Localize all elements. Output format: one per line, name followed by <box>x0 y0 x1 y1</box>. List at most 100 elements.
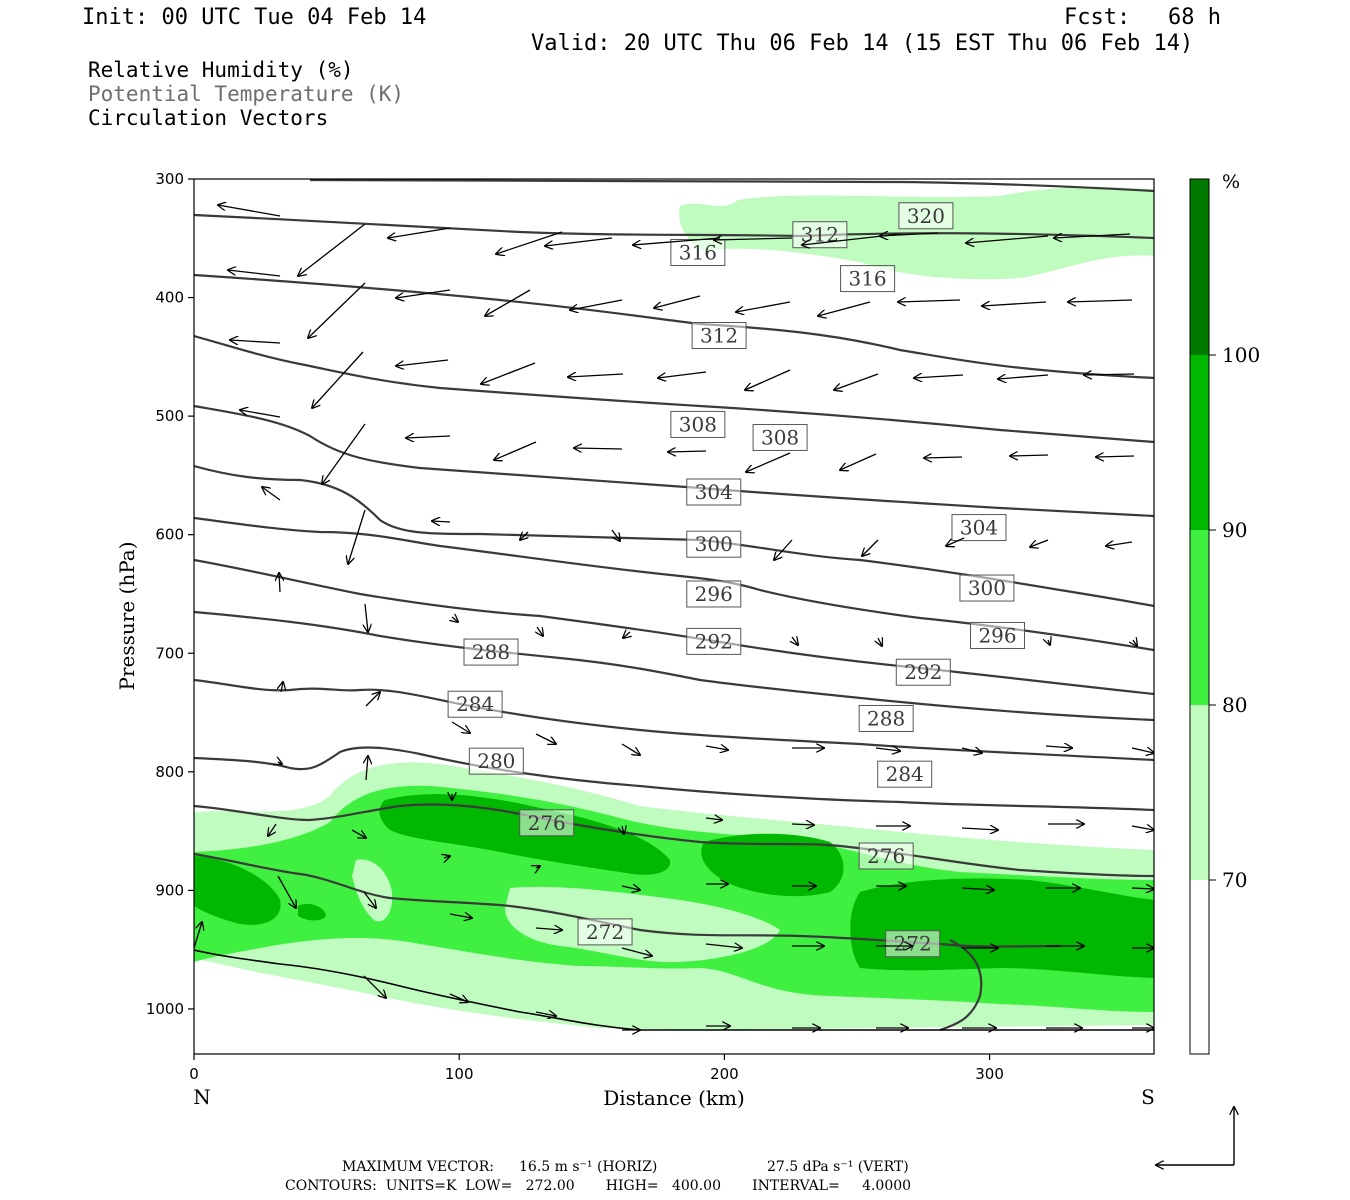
vector <box>268 823 277 836</box>
vector <box>520 532 528 540</box>
svg-text:316: 316 <box>679 241 717 265</box>
contour-label: 304 <box>951 514 1007 542</box>
vector <box>281 682 283 693</box>
contour-label: 276 <box>519 809 575 837</box>
vector <box>966 235 1049 243</box>
svg-text:292: 292 <box>904 660 942 684</box>
vector <box>449 993 468 1002</box>
vector <box>840 453 877 470</box>
x-tick-label: 0 <box>189 1065 199 1083</box>
axis-ticks <box>188 178 991 1060</box>
vector <box>946 537 965 546</box>
footer-max-vector-label: MAXIMUM VECTOR: <box>342 1159 494 1175</box>
svg-text:292: 292 <box>695 629 733 653</box>
vector <box>1045 746 1072 748</box>
vector <box>574 448 623 449</box>
y-tick-label: 700 <box>155 644 184 662</box>
vector <box>1133 640 1137 646</box>
vector <box>818 301 871 316</box>
vector <box>432 521 451 522</box>
vector <box>535 733 556 744</box>
plot-frame <box>193 178 1155 1055</box>
vector <box>449 914 472 918</box>
vector <box>880 233 939 236</box>
contour-label: 300 <box>959 574 1015 602</box>
theta-contour-284 <box>194 746 1154 812</box>
vector <box>396 289 451 298</box>
south-end-label: S <box>1141 1085 1155 1109</box>
valid-time: Valid: 20 UTC Thu 06 Feb 14 (15 EST Thu … <box>531 31 1194 56</box>
vector <box>568 374 624 377</box>
vector <box>240 410 281 418</box>
reference-vector <box>1156 1107 1234 1165</box>
contour-label: 296 <box>970 621 1026 649</box>
theta-contour-288 <box>194 678 1154 762</box>
svg-text:308: 308 <box>679 412 717 436</box>
vector <box>481 362 536 384</box>
theta-contour-300 <box>194 516 1154 652</box>
colorbar: % 100 90 80 70 <box>1189 171 1260 1055</box>
colorbar-100-plus <box>1190 179 1209 355</box>
contour-label: 304 <box>686 478 742 506</box>
vector <box>298 223 366 276</box>
x-tick-label: 300 <box>975 1065 1004 1083</box>
vector <box>792 637 798 645</box>
y-tick-label: 500 <box>155 407 184 425</box>
theta-contour-292 <box>194 610 1154 722</box>
vector <box>396 359 449 366</box>
vector <box>791 824 814 825</box>
vector <box>365 603 368 632</box>
contour-label: 316 <box>670 239 726 267</box>
y-tick-label: 300 <box>155 170 184 188</box>
vector <box>633 237 721 245</box>
contour-label: 272 <box>577 918 633 946</box>
x-axis-title: Distance (km) <box>603 1086 745 1110</box>
colorbar-label-80: 80 <box>1222 693 1247 717</box>
vector <box>312 351 364 408</box>
vector <box>745 369 791 390</box>
vector <box>444 856 450 858</box>
contour-label: 308 <box>752 423 808 451</box>
rh-band-90-100 <box>701 833 844 897</box>
svg-text:296: 296 <box>978 623 1016 647</box>
x-tick-label: 200 <box>710 1065 739 1083</box>
contour-label: 292 <box>686 627 742 655</box>
forecast-label: Fcst: <box>1064 5 1131 30</box>
circulation-vectors <box>194 205 1154 1030</box>
vector <box>452 617 458 622</box>
svg-text:300: 300 <box>968 576 1006 600</box>
vector <box>194 922 202 949</box>
contour-label: 292 <box>895 658 951 686</box>
vector <box>621 947 652 956</box>
init-time: Init: 00 UTC Tue 04 Feb 14 <box>82 5 427 30</box>
contour-label: 276 <box>858 842 914 870</box>
contour-label: 308 <box>670 410 726 438</box>
svg-text:280: 280 <box>477 749 515 773</box>
svg-text:288: 288 <box>867 706 905 730</box>
y-tick-label: 600 <box>155 526 184 544</box>
colorbar-label-70: 70 <box>1222 868 1247 892</box>
footer-contours-info: CONTOURS: UNITS=K LOW= 272.00 HIGH= 400.… <box>285 1178 911 1194</box>
vector <box>485 289 531 316</box>
svg-text:284: 284 <box>886 762 924 786</box>
contour-label: 316 <box>840 265 896 293</box>
colorbar-label-90: 90 <box>1222 518 1247 542</box>
vector <box>351 829 366 838</box>
svg-text:296: 296 <box>695 582 733 606</box>
theta-contour-272 <box>939 939 983 1032</box>
vector <box>363 975 386 998</box>
colorbar-unit: % <box>1222 171 1240 193</box>
vector <box>363 891 376 908</box>
legend-circulation-vectors: Circulation Vectors <box>88 106 329 130</box>
theta-contour-308 <box>194 404 1154 518</box>
vector <box>998 375 1049 379</box>
svg-text:276: 276 <box>528 811 566 835</box>
vector <box>1096 456 1135 457</box>
vector <box>878 638 882 646</box>
vector <box>388 227 451 238</box>
vector <box>982 302 1047 306</box>
y-tick-label: 400 <box>155 289 184 307</box>
vector <box>406 436 451 438</box>
footer-horiz-value: 16.5 m s⁻¹ (HORIZ) <box>519 1159 657 1175</box>
vector <box>898 300 961 302</box>
